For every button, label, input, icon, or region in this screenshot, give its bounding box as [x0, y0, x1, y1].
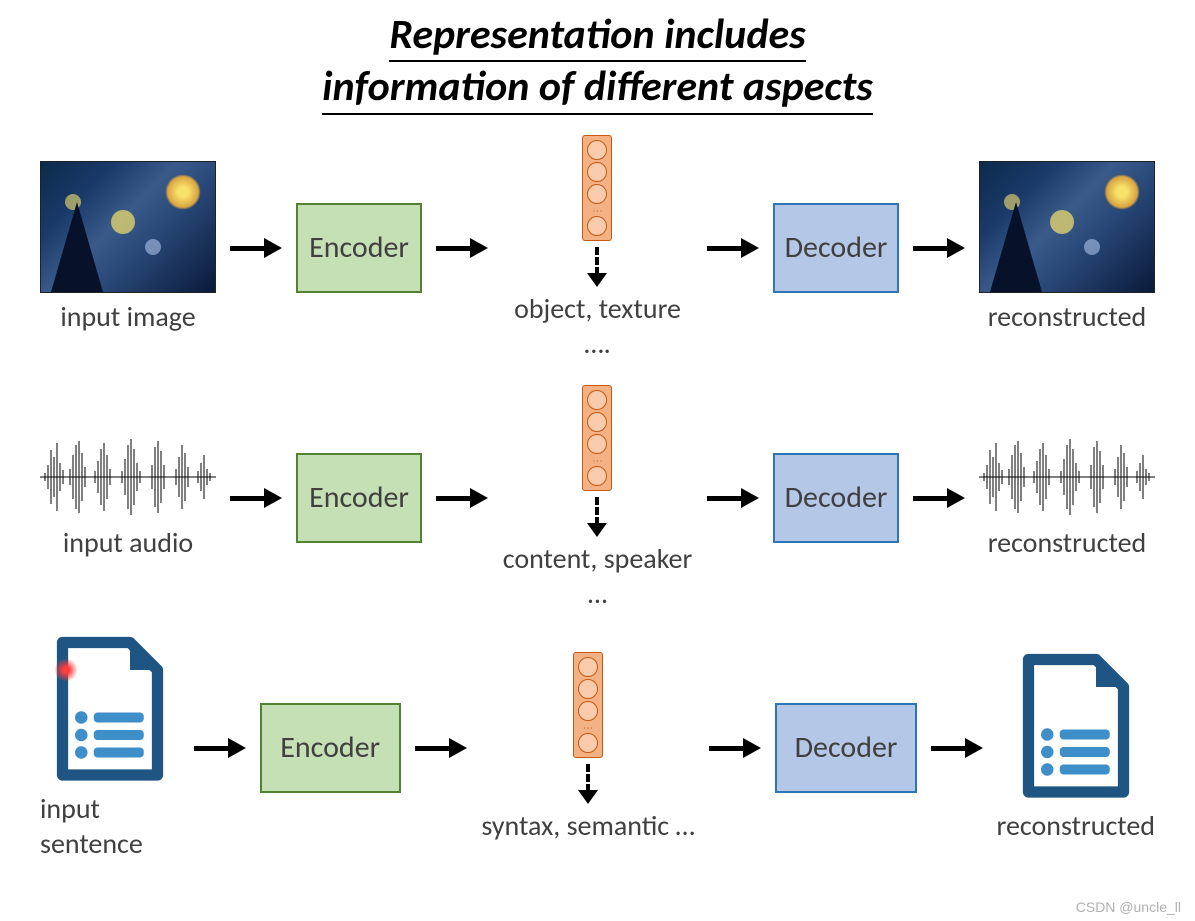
- arrow-icon: [194, 738, 246, 758]
- latent-vector-icon: ⋮: [582, 135, 612, 241]
- red-highlight-icon: [55, 659, 77, 681]
- latent-vector-icon: ⋮: [573, 652, 603, 758]
- arrow-icon: [913, 488, 965, 508]
- pipeline-row-image: input image Encoder ⋮ object, texture ….…: [40, 135, 1155, 361]
- document-icon: [45, 635, 175, 785]
- input-label-image: input image: [60, 299, 195, 334]
- pipeline-row-sentence: input sentence Encoder ⋮ syntax, semanti…: [40, 635, 1155, 861]
- input-label-audio: input audio: [63, 525, 193, 560]
- encoder-box: Encoder: [296, 453, 422, 543]
- decoder-label: Decoder: [795, 729, 898, 766]
- latent-vector-icon: ⋮: [582, 385, 612, 491]
- title-line-2: information of different aspects: [322, 62, 873, 114]
- output-label-image: reconstructed: [988, 299, 1146, 334]
- arrow-icon: [931, 738, 983, 758]
- arrow-icon: [709, 738, 761, 758]
- arrow-down-icon: [578, 764, 598, 804]
- output-col-sentence: reconstructed: [997, 652, 1155, 843]
- arrow-icon: [230, 238, 282, 258]
- output-col-image: reconstructed: [979, 161, 1155, 334]
- encoder-label: Encoder: [309, 229, 409, 266]
- arrow-icon: [436, 488, 488, 508]
- input-label-sentence: input sentence: [40, 791, 180, 861]
- arrow-down-icon: [587, 247, 607, 287]
- output-col-audio: reconstructed: [979, 435, 1155, 560]
- input-col-image: input image: [40, 161, 216, 334]
- decoder-box: Decoder: [775, 703, 916, 793]
- decoder-label: Decoder: [785, 229, 888, 266]
- input-col-audio: input audio: [40, 435, 216, 560]
- watermark-text: CSDN @uncle_ll: [1076, 899, 1181, 915]
- decoder-box: Decoder: [773, 203, 899, 293]
- latent-description: content, speaker …: [502, 541, 693, 611]
- decoder-label: Decoder: [785, 479, 888, 516]
- encoder-label: Encoder: [280, 729, 380, 766]
- starry-night-thumbnail: [40, 161, 216, 293]
- arrow-icon: [230, 488, 282, 508]
- decoder-box: Decoder: [773, 453, 899, 543]
- arrow-icon: [436, 238, 488, 258]
- latent-col: ⋮ syntax, semantic …: [481, 652, 696, 843]
- arrow-icon: [415, 738, 467, 758]
- document-icon: [1011, 652, 1141, 802]
- latent-description: object, texture ….: [502, 291, 693, 361]
- arrow-icon: [913, 238, 965, 258]
- encoder-box: Encoder: [260, 703, 401, 793]
- arrow-icon: [707, 488, 759, 508]
- latent-description: syntax, semantic …: [481, 808, 694, 843]
- encoder-box: Encoder: [296, 203, 422, 293]
- pipeline-row-audio: input audio Encoder ⋮ content, speaker ……: [40, 385, 1155, 611]
- output-label-audio: reconstructed: [988, 525, 1146, 560]
- title-line-1: Representation includes: [389, 10, 805, 62]
- latent-col: ⋮ object, texture ….: [502, 135, 693, 361]
- arrow-down-icon: [587, 497, 607, 537]
- diagram-title: Representation includes information of d…: [40, 10, 1155, 115]
- output-label-sentence: reconstructed: [997, 808, 1155, 843]
- audio-waveform-icon: [979, 435, 1155, 519]
- starry-night-thumbnail: [979, 161, 1155, 293]
- arrow-icon: [707, 238, 759, 258]
- audio-waveform-icon: [40, 435, 216, 519]
- input-col-sentence: input sentence: [40, 635, 180, 861]
- latent-col: ⋮ content, speaker …: [502, 385, 693, 611]
- encoder-label: Encoder: [309, 479, 409, 516]
